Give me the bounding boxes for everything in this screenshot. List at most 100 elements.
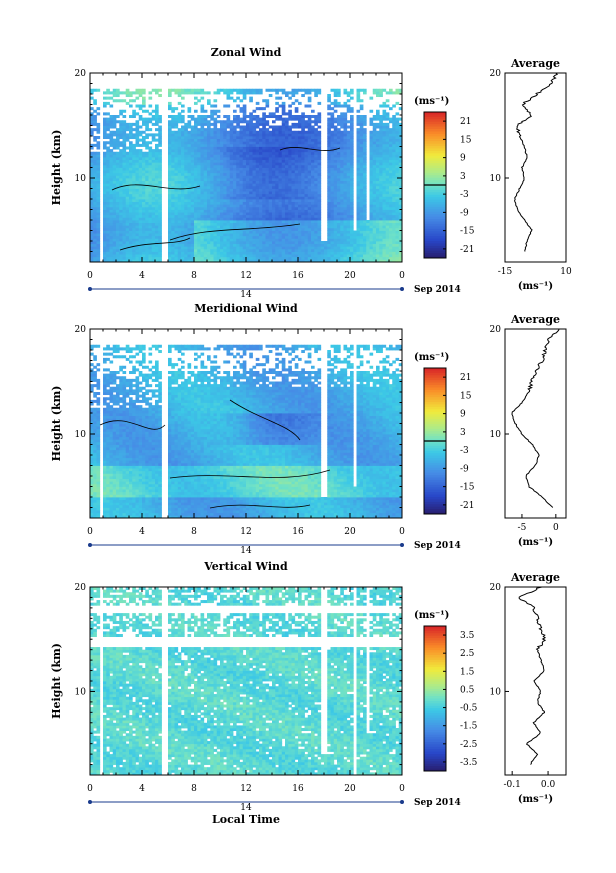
heatmap-cell: [372, 157, 377, 161]
heatmap-cell: [184, 235, 188, 239]
heatmap-cell: [298, 246, 302, 250]
heatmap-cell: [298, 172, 302, 176]
heatmap-cell: [197, 146, 201, 150]
heatmap-cell: [288, 241, 292, 245]
heatmap-cell: [103, 96, 107, 100]
heatmap-cell: [155, 133, 159, 137]
heatmap-cell: [168, 125, 172, 129]
heatmap-cell: [249, 201, 253, 205]
heatmap-cell: [330, 209, 335, 213]
heatmap-cell: [278, 222, 283, 226]
heatmap-cell: [138, 157, 143, 161]
heatmap-cell: [145, 227, 149, 231]
heatmap-cell: [340, 204, 344, 208]
heatmap-cell: [314, 212, 318, 216]
heatmap-cell: [103, 130, 107, 134]
heatmap-cell: [184, 220, 188, 224]
heatmap-cell: [301, 188, 305, 192]
heatmap-cell: [90, 180, 94, 184]
heatmap-cell: [265, 251, 270, 255]
heatmap-cell: [155, 204, 159, 208]
heatmap-cell: [346, 167, 351, 171]
heatmap-cell: [340, 206, 344, 210]
heatmap-cell: [135, 130, 140, 134]
heatmap-cell: [314, 222, 318, 226]
heatmap-cell: [239, 206, 244, 210]
heatmap-cell: [255, 212, 260, 216]
heatmap-cell: [343, 241, 348, 245]
heatmap-cell: [281, 248, 286, 252]
heatmap-cell: [145, 117, 149, 121]
heatmap-cell: [242, 206, 247, 210]
heatmap-cell: [259, 175, 263, 179]
heatmap-cell: [239, 230, 244, 234]
heatmap-cell: [112, 254, 117, 258]
heatmap-cell: [275, 151, 279, 155]
heatmap-cell: [233, 256, 237, 260]
heatmap-cell: [389, 243, 393, 247]
heatmap-cell: [359, 251, 364, 255]
heatmap-cell: [236, 233, 240, 237]
heatmap-cell: [210, 227, 214, 231]
heatmap-cell: [359, 243, 364, 247]
heatmap-cell: [122, 254, 127, 258]
heatmap-cell: [262, 196, 266, 200]
heatmap-cell: [369, 227, 374, 231]
heatmap-cell: [184, 175, 188, 179]
heatmap-cell: [132, 133, 136, 137]
heatmap-cell: [275, 117, 279, 121]
heatmap-cell: [359, 256, 364, 260]
heatmap-cell: [337, 254, 341, 258]
heatmap-cell: [272, 209, 276, 213]
heatmap-cell: [122, 157, 127, 161]
heatmap-cell: [278, 196, 283, 200]
heatmap-cell: [129, 149, 133, 153]
heatmap-cell: [340, 122, 344, 126]
heatmap-cell: [93, 201, 97, 205]
heatmap-cell: [246, 248, 250, 252]
heatmap-cell: [109, 193, 114, 197]
heatmap-cell: [340, 209, 344, 213]
heatmap-cell: [106, 230, 110, 234]
heatmap-cell: [389, 175, 393, 179]
heatmap-cell: [220, 122, 224, 126]
heatmap-cell: [343, 149, 348, 153]
heatmap-cell: [112, 256, 117, 260]
heatmap-cell: [359, 225, 364, 229]
heatmap-cell: [112, 225, 117, 229]
heatmap-cell: [177, 136, 182, 140]
heatmap-cell: [272, 183, 276, 187]
heatmap-cell: [288, 154, 292, 158]
heatmap-cell: [142, 201, 146, 205]
heatmap-cell: [142, 212, 146, 216]
heatmap-cell: [148, 196, 153, 200]
heatmap-cell: [346, 256, 351, 260]
heatmap-cell: [174, 178, 179, 182]
heatmap-cell: [379, 222, 383, 226]
heatmap-cell: [265, 178, 270, 182]
heatmap-cell: [359, 151, 364, 155]
heatmap-cell: [262, 235, 266, 239]
heatmap-cell: [376, 220, 380, 224]
heatmap-cell: [90, 185, 94, 189]
heatmap-cell: [288, 136, 292, 140]
heatmap-cell: [252, 188, 257, 192]
heatmap-cell: [171, 212, 175, 216]
heatmap-cell: [265, 141, 270, 145]
heatmap-cell: [158, 209, 162, 213]
heatmap-cell: [174, 235, 179, 239]
heatmap-cell: [138, 162, 143, 166]
heatmap-cell: [171, 151, 175, 155]
heatmap-cell: [379, 172, 383, 176]
heatmap-cell: [350, 222, 354, 226]
heatmap-cell: [385, 130, 390, 134]
heatmap-cell: [301, 115, 305, 119]
heatmap-cell: [327, 209, 331, 213]
heatmap-cell: [350, 188, 354, 192]
heatmap-cell: [142, 204, 146, 208]
heatmap-cell: [226, 225, 231, 229]
heatmap-cell: [327, 96, 331, 100]
heatmap-cell: [314, 206, 318, 210]
heatmap-cell: [200, 220, 205, 224]
heatmap-cell: [122, 246, 127, 250]
